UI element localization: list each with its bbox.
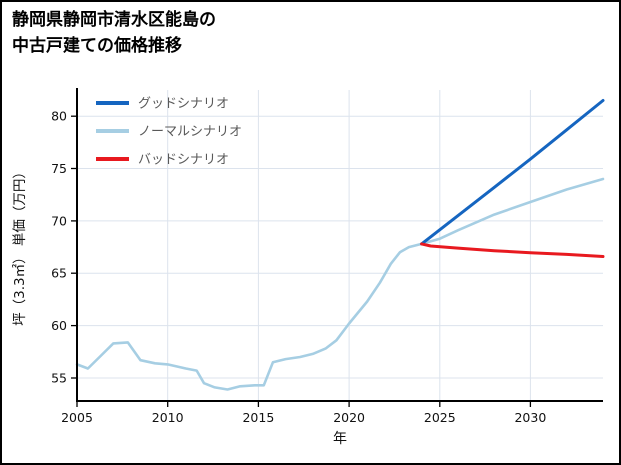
x-axis-label: 年 [333,431,347,447]
y-tick-label: 80 [51,109,67,124]
x-tick-label: 2020 [333,410,365,425]
series-line-bad [420,242,605,258]
chart-title: 静岡県静岡市清水区能島の 中古戸建ての価格推移 [12,8,216,59]
y-tick-label: 55 [51,371,67,386]
x-tick-label: 2010 [152,410,184,425]
y-tick-label: 70 [51,213,67,228]
series-line-normal [75,177,605,391]
x-tick-label: 2025 [424,410,456,425]
chart-title-line1: 静岡県静岡市清水区能島の [12,10,216,30]
y-tick-label: 60 [51,318,67,333]
x-tick-label: 2030 [514,410,546,425]
legend-label-good: グッドシナリオ [138,97,229,112]
x-tick-label: 2005 [61,410,93,425]
chart-title-line2: 中古戸建ての価格推移 [12,35,182,56]
legend-label-bad: バッドシナリオ [138,153,229,168]
legend-label-normal: ノーマルシナリオ [138,125,242,140]
y-axis-label: 坪（3.3㎡） 単価（万円） [12,165,28,326]
y-tick-label: 65 [51,266,67,281]
x-tick-label: 2015 [242,410,274,425]
series-line-good [420,99,605,246]
y-tick-label: 75 [51,161,67,176]
